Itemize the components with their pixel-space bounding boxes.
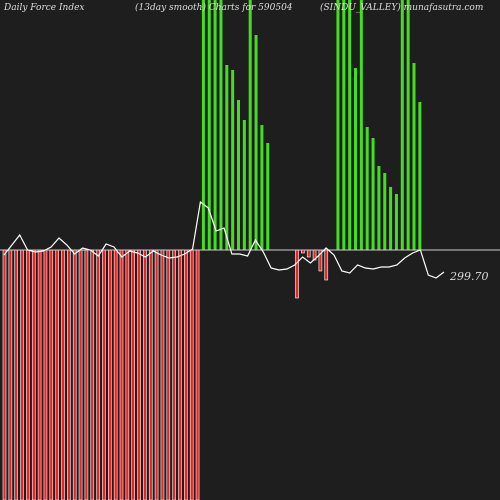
positive-bar xyxy=(336,0,340,250)
positive-bar xyxy=(354,68,357,250)
negative-bar xyxy=(55,249,59,500)
positive-bar xyxy=(394,194,398,250)
negative-bar xyxy=(26,249,30,500)
last-value-label: 299.70 xyxy=(450,270,489,283)
positive-bar xyxy=(225,65,229,250)
negative-bar xyxy=(172,249,176,500)
negative-bar xyxy=(31,249,36,500)
negative-bar xyxy=(102,249,106,500)
negative-bar xyxy=(306,249,311,258)
negative-bar xyxy=(143,249,147,500)
positive-bar xyxy=(359,0,363,250)
negative-bar xyxy=(20,249,24,500)
negative-bar xyxy=(160,249,165,500)
positive-bar xyxy=(207,0,211,250)
negative-bar xyxy=(119,249,124,500)
positive-bar xyxy=(266,143,270,250)
negative-bar xyxy=(72,249,77,500)
positive-bar xyxy=(242,120,246,250)
positive-bar xyxy=(365,127,369,250)
chart-source: (SINDU_VALLEY) munafasutra.com xyxy=(320,3,484,13)
smooth-line xyxy=(3,200,445,279)
negative-bar xyxy=(148,249,153,500)
positive-bar xyxy=(248,0,252,250)
negative-bar xyxy=(295,249,299,299)
negative-bar xyxy=(67,249,71,500)
negative-bar xyxy=(37,249,42,500)
chart-subtitle: (13day smooth) Charts for 590504 xyxy=(135,3,293,13)
negative-bar xyxy=(49,249,54,500)
positive-bar xyxy=(377,166,381,250)
negative-bar xyxy=(84,249,89,500)
negative-bar xyxy=(184,249,188,500)
negative-bar xyxy=(14,249,18,500)
positive-bar xyxy=(400,0,404,250)
positive-bar xyxy=(371,138,375,250)
positive-bar xyxy=(418,102,422,250)
positive-bar xyxy=(254,35,258,250)
positive-bar xyxy=(389,187,393,250)
negative-bar xyxy=(137,249,141,500)
negative-bar xyxy=(178,249,182,500)
negative-bar xyxy=(131,249,135,500)
negative-bar xyxy=(2,249,7,500)
negative-bar xyxy=(61,249,65,500)
negative-bar xyxy=(195,249,200,500)
positive-bar xyxy=(260,125,264,250)
positive-bar xyxy=(237,100,240,250)
negative-bar xyxy=(189,249,194,500)
negative-bar xyxy=(113,249,118,500)
positive-bar xyxy=(412,63,416,250)
negative-bar xyxy=(43,249,48,500)
negative-bar xyxy=(125,249,130,500)
positive-bar xyxy=(348,0,352,250)
positive-bar xyxy=(201,0,205,250)
negative-bar xyxy=(8,249,13,500)
positive-bar xyxy=(383,173,387,250)
positive-bar xyxy=(342,0,346,250)
bars-group xyxy=(2,0,422,500)
negative-bar xyxy=(324,249,329,281)
positive-bar xyxy=(406,0,410,250)
negative-bar xyxy=(78,249,83,500)
chart-title: Daily Force Index xyxy=(4,3,85,13)
negative-bar xyxy=(154,249,159,500)
positive-bar xyxy=(213,0,217,250)
positive-bar xyxy=(231,70,235,250)
negative-bar xyxy=(108,249,112,500)
positive-bar xyxy=(219,0,223,250)
negative-bar xyxy=(90,249,95,500)
negative-bar xyxy=(96,249,100,500)
negative-bar xyxy=(166,249,171,500)
